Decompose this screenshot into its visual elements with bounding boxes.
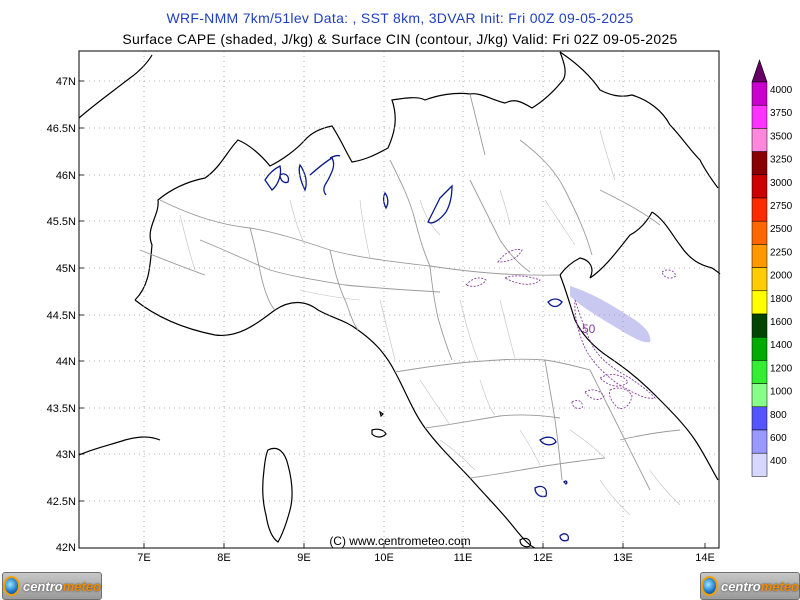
colorbar-label: 1200: [770, 363, 793, 374]
chart-title-line1: WRF-NMM 7km/51lev Data: , SST 8km, 3DVAR…: [166, 10, 634, 26]
lon-label: 7E: [137, 552, 150, 564]
region-borders: [139, 93, 681, 491]
colorbar-swatch: [751, 267, 768, 292]
centrometeo-logo-left[interactable]: centrometeo: [2, 572, 102, 600]
lakes: [264, 154, 570, 542]
copyright-text: (C) www.centrometeo.com: [329, 534, 470, 548]
lat-lon-grid: [79, 51, 719, 549]
longitude-labels: 7E 8E 9E 10E 11E 12E 13E 14E: [137, 552, 715, 564]
logo-word-centro: centro: [22, 578, 63, 594]
colorbar-label: 3000: [770, 178, 793, 189]
logo-word-meteo: meteo: [760, 578, 799, 594]
lat-label: 44N: [56, 356, 76, 368]
colorbar-label: 1400: [770, 340, 793, 351]
colorbar-swatch: [751, 383, 768, 408]
colorbar-swatch: [751, 197, 768, 222]
lon-label: 10E: [374, 552, 394, 564]
province-borders: [179, 129, 681, 516]
map-frame: [78, 50, 720, 549]
colorbar-label: 1800: [770, 294, 793, 305]
lat-label: 43N: [56, 449, 76, 461]
cin-contour-label: -50: [578, 322, 596, 336]
lon-label: 14E: [695, 552, 715, 564]
colorbar-swatch: [751, 220, 768, 245]
lon-label: 12E: [533, 552, 553, 564]
globe-icon: [701, 576, 718, 596]
lon-label: 8E: [217, 552, 230, 564]
colorbar-swatch: [751, 452, 768, 477]
colorbar-label: 2750: [770, 201, 793, 212]
colorbar-label: 400: [770, 456, 787, 467]
latitude-labels: 47N 46.5N 46N 45.5N 45N 44.5N 44N 43.5N …: [47, 76, 76, 554]
lon-label: 11E: [454, 552, 473, 564]
colorbar-label: 2250: [770, 247, 793, 258]
colorbar-swatch: [751, 313, 768, 338]
lat-label: 46N: [56, 170, 76, 182]
colorbar-swatch: [751, 128, 768, 152]
lat-label: 45.5N: [47, 216, 76, 228]
colorbar-swatch: [751, 360, 768, 384]
colorbar-swatch: [751, 336, 768, 361]
lat-label: 47N: [56, 76, 76, 88]
colorbar-swatch: [751, 290, 768, 315]
logo-text-left: centrometeo: [23, 579, 101, 594]
colorbar-label: 3500: [770, 131, 793, 142]
chart-title-line2: Surface CAPE (shaded, J/kg) & Surface CI…: [122, 31, 678, 47]
colorbar-swatch: [751, 174, 768, 199]
country-borders: [78, 51, 721, 549]
colorbar-labels: 4000 3750 3500 3250 3000 2750 2500 2250 2000 1800…: [770, 85, 793, 467]
colorbar-label: 600: [770, 433, 787, 444]
colorbar-label: 800: [770, 410, 787, 421]
lat-label: 43.5N: [47, 403, 76, 415]
cin-contours: [465, 249, 677, 409]
globe-icon: [3, 576, 20, 596]
lat-label: 42N: [56, 542, 76, 554]
colorbar: [751, 59, 768, 477]
lon-label: 13E: [613, 552, 633, 564]
colorbar-label: 2000: [770, 271, 793, 282]
colorbar-label: 2500: [770, 224, 793, 235]
colorbar-swatch: [751, 81, 768, 106]
map-area: [79, 51, 719, 548]
logo-word-meteo: meteo: [62, 578, 101, 594]
lat-label: 44.5N: [47, 310, 76, 322]
colorbar-label: 3750: [770, 108, 793, 119]
colorbar-top-arrow: [751, 59, 768, 83]
centrometeo-logo-right[interactable]: centrometeo: [700, 572, 800, 600]
logo-word-centro: centro: [720, 578, 761, 594]
colorbar-swatch: [751, 151, 768, 176]
colorbar-swatch: [751, 244, 768, 268]
colorbar-label: 1600: [770, 317, 793, 328]
colorbar-label: 3250: [770, 155, 793, 166]
lat-label: 45N: [56, 263, 76, 275]
lat-label: 42.5N: [47, 496, 76, 508]
cape-shaded-area: [570, 286, 651, 343]
colorbar-swatch: [751, 104, 768, 129]
logo-text-right: centrometeo: [721, 579, 799, 594]
colorbar-label: 1000: [770, 387, 793, 398]
lon-label: 9E: [297, 552, 310, 564]
colorbar-swatch: [751, 406, 768, 431]
colorbar-label: 4000: [770, 85, 793, 96]
lat-label: 46.5N: [47, 123, 76, 135]
colorbar-swatch: [751, 429, 768, 454]
